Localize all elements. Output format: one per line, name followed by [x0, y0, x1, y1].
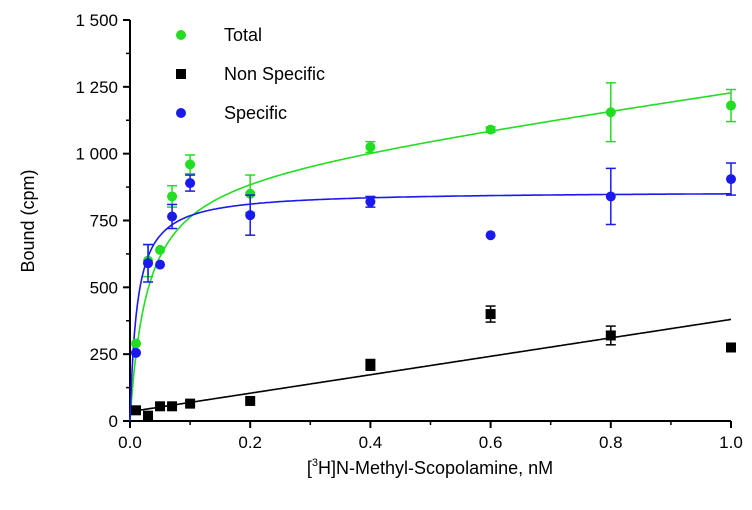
point-specific — [485, 230, 496, 241]
legend-label-specific: Specific — [224, 103, 287, 123]
legend-label-non-specific: Non Specific — [224, 64, 325, 84]
legend: Total Non Specific Specific — [176, 25, 325, 123]
point-non-specific — [605, 330, 616, 341]
point-non-specific — [155, 401, 166, 412]
point-specific — [185, 178, 196, 189]
fit-curve-specific — [129, 193, 731, 422]
x-tick-label: 1.0 — [719, 433, 743, 452]
point-specific — [167, 211, 178, 222]
point-specific — [155, 259, 166, 270]
point-total — [131, 338, 142, 349]
y-tick-label: 1 000 — [75, 145, 118, 164]
point-specific — [365, 196, 376, 207]
y-axis-title: Bound (cpm) — [18, 169, 38, 272]
y-tick-label: 0 — [109, 412, 118, 431]
point-non-specific — [485, 309, 496, 320]
x-axis-title: [3H]N-Methyl-Scopolamine, nM — [307, 457, 553, 478]
y-tick-label: 1 500 — [75, 11, 118, 30]
point-total — [726, 100, 736, 111]
legend-marker-non-specific — [176, 69, 186, 79]
y-tick-label: 1 250 — [75, 78, 118, 97]
point-specific — [726, 174, 736, 185]
fit-curve-total — [129, 92, 732, 422]
point-non-specific — [143, 410, 154, 421]
point-non-specific — [131, 405, 142, 416]
point-total — [167, 191, 178, 202]
y-tick-label: 750 — [90, 212, 118, 231]
point-total — [155, 244, 166, 255]
axes: 0 250 500 750 1 000 1 250 1 500 0.0 0.2 0.4 0.6 0.8… — [75, 11, 742, 452]
x-tick-label: 0.2 — [238, 433, 262, 452]
x-tick-label: 0.4 — [359, 433, 383, 452]
point-non-specific — [167, 401, 178, 412]
point-total — [245, 188, 256, 199]
fit-curves — [129, 92, 732, 422]
point-total — [485, 124, 496, 135]
point-non-specific — [185, 398, 196, 409]
point-total — [365, 141, 376, 152]
x-tick-label: 0.0 — [118, 433, 142, 452]
point-non-specific — [726, 342, 736, 353]
point-specific — [605, 191, 616, 202]
point-total — [605, 107, 616, 118]
point-non-specific — [365, 359, 376, 370]
point-total — [185, 159, 196, 170]
legend-marker-specific — [176, 108, 186, 118]
point-specific — [245, 210, 256, 221]
point-specific — [143, 258, 154, 269]
point-non-specific — [245, 395, 256, 406]
data-points — [131, 82, 736, 421]
x-tick-label: 0.6 — [479, 433, 503, 452]
fit-curve-non-specific — [129, 318, 732, 413]
x-tick-label: 0.8 — [599, 433, 623, 452]
legend-marker-total — [176, 30, 186, 40]
legend-label-total: Total — [224, 25, 262, 45]
y-tick-label: 250 — [90, 345, 118, 364]
y-tick-label: 500 — [90, 278, 118, 297]
point-specific — [131, 347, 142, 358]
